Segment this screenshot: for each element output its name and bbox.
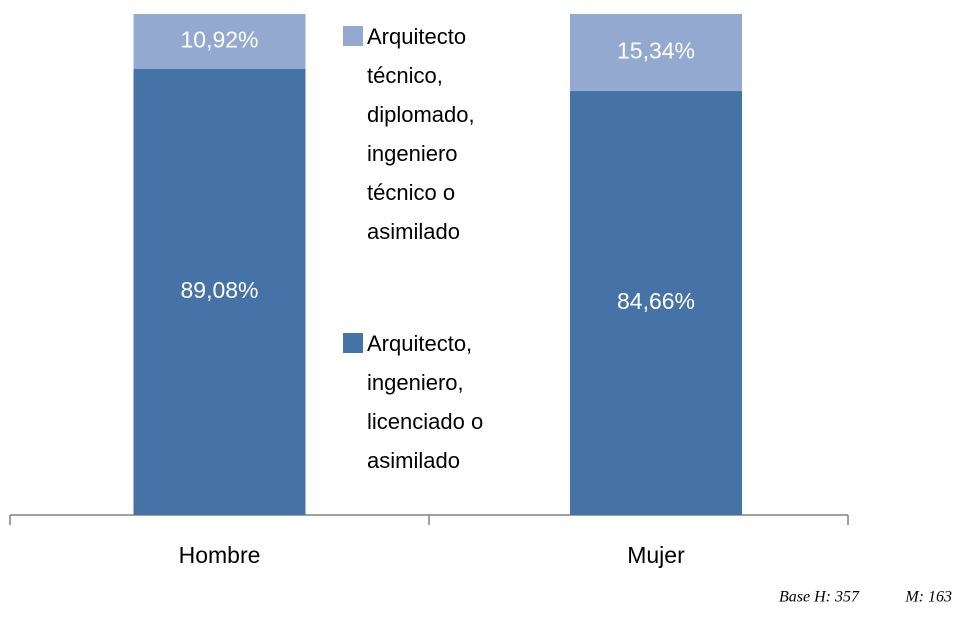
legend-label: Arquitecto, ingeniero, licenciado o asim… (367, 331, 484, 473)
legend-item: Arquitecto, ingeniero, licenciado o asim… (343, 324, 503, 480)
bar-segment (133, 14, 306, 69)
legend-swatch (343, 333, 363, 353)
x-tick-label: Mujer (627, 542, 685, 568)
data-label: 10,92% (180, 26, 258, 52)
bar-segment (133, 68, 306, 515)
bar-segment (570, 14, 742, 91)
bar-segment (570, 90, 742, 516)
footnote: M: 163 (904, 589, 952, 606)
x-tick-label: Hombre (179, 542, 261, 568)
data-label: 84,66% (617, 288, 695, 314)
data-label: 15,34% (617, 38, 695, 64)
legend-item: Arquitecto técnico, diplomado, ingeniero… (343, 17, 503, 251)
legend-label: Arquitecto técnico, diplomado, ingeniero… (367, 24, 475, 244)
data-label: 89,08% (180, 277, 258, 303)
legend-swatch (343, 26, 363, 46)
footnote: Base H: 357 (779, 589, 860, 606)
